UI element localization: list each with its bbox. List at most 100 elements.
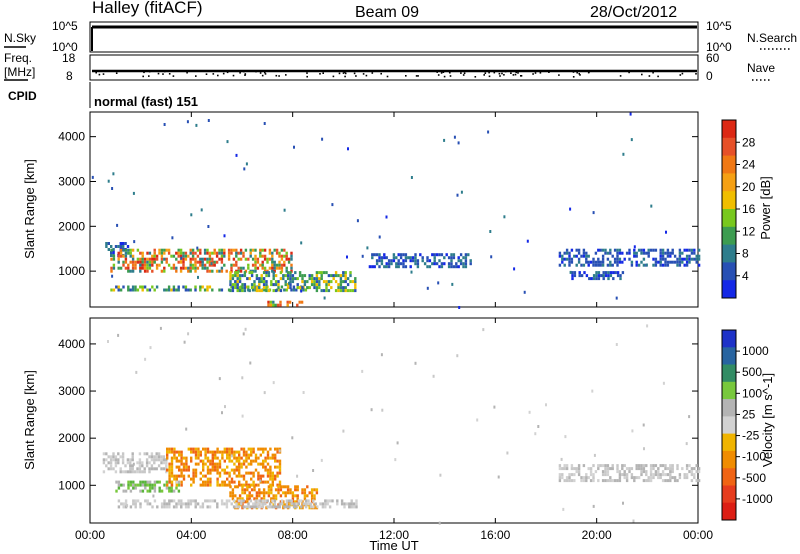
echo-cell [220,254,224,258]
echo-cell [246,494,249,498]
scatter-cell [615,343,618,346]
echo-cell [344,289,347,293]
echo-cell [194,456,198,460]
echo-cell [202,465,205,469]
echo-cell [344,286,347,290]
echo-cell [166,447,169,451]
freq-dot [484,72,487,74]
echo-cell [262,491,266,495]
echo-cell [402,262,405,266]
scatter-cell [642,423,645,427]
echo-cell [223,459,226,463]
echo-cell [240,499,243,503]
scatter-cell [249,361,252,365]
echo-cell [592,260,595,264]
echo-cell [251,257,255,261]
echo-cell [271,471,274,475]
echo-cell [595,271,598,275]
echo-cell [220,257,224,261]
echo-cell [303,494,307,498]
freq-dot [322,72,324,74]
echo-cell [153,499,157,503]
freq-dot [514,73,517,76]
echo-cell [331,499,334,503]
echo-cell [232,248,236,252]
x-tick-label: 20:00 [582,528,612,542]
echo-cell [192,474,195,478]
echo-cell [131,458,134,462]
echo-cell [315,274,319,278]
freq-dot [460,72,462,74]
scatter-cell [457,141,460,145]
echo-cell [298,274,302,278]
echo-cell [558,464,562,468]
echo-cell [206,505,209,509]
echo-cell [267,485,271,489]
echo-cell [228,450,231,454]
echo-cell [628,257,631,261]
echo-cell [124,499,128,503]
scatter-cell [370,408,373,412]
echo-cell [683,476,686,480]
echo-cell [654,263,658,267]
echo-cell [227,254,231,258]
echo-cell [265,280,268,284]
echo-cell [254,505,257,509]
echo-cell [268,266,272,270]
echo-cell [254,456,258,460]
echo-cell [580,274,584,278]
echo-cell [661,479,665,483]
echo-cell [290,499,293,503]
echo-cell [285,502,289,506]
scatter-cell [152,494,155,498]
echo-cell [577,467,581,471]
echo-cell [609,248,612,252]
echo-cell [167,285,171,289]
echo-cell [239,257,243,261]
echo-cell [231,494,235,498]
scatter-cell [316,505,319,509]
freq-dot [157,72,160,75]
echo-cell [187,474,190,478]
echo-cell [190,483,193,487]
echo-cell [129,505,133,509]
echo-cell [303,274,307,278]
echo-cell [144,499,147,503]
echo-cell [157,452,161,456]
echo-cell [690,257,694,261]
echo-cell [117,245,120,248]
echo-cell [253,488,256,492]
echo-cell [274,465,277,469]
echo-cell [194,288,197,292]
echo-cell [469,259,472,263]
echo-cell [256,266,260,270]
echo-cell [199,477,202,481]
echo-cell [250,462,253,466]
echo-cell [187,447,190,451]
echo-cell [575,254,578,258]
echo-cell [416,262,420,266]
echo-cell [315,286,319,290]
echo-cell [625,473,629,477]
echo-cell [230,502,233,506]
echo-cell [339,280,343,284]
echo-cell [190,456,193,460]
echo-cell [262,497,266,501]
echo-cell [271,266,274,270]
echo-cell [182,260,185,264]
echo-cell [189,266,192,270]
echo-cell [228,453,231,457]
echo-cell [455,265,458,269]
echo-cell [378,253,381,257]
echo-cell [296,485,299,489]
scatter-cell [263,122,266,125]
echo-cell [194,502,197,506]
scatter-cell [685,442,688,446]
echo-cell [277,491,280,495]
echo-cell [321,502,325,506]
echo-cell [129,464,132,468]
echo-cell [599,248,602,252]
echo-cell [263,266,267,270]
echo-cell [165,260,168,264]
scatter-cell [629,112,632,116]
